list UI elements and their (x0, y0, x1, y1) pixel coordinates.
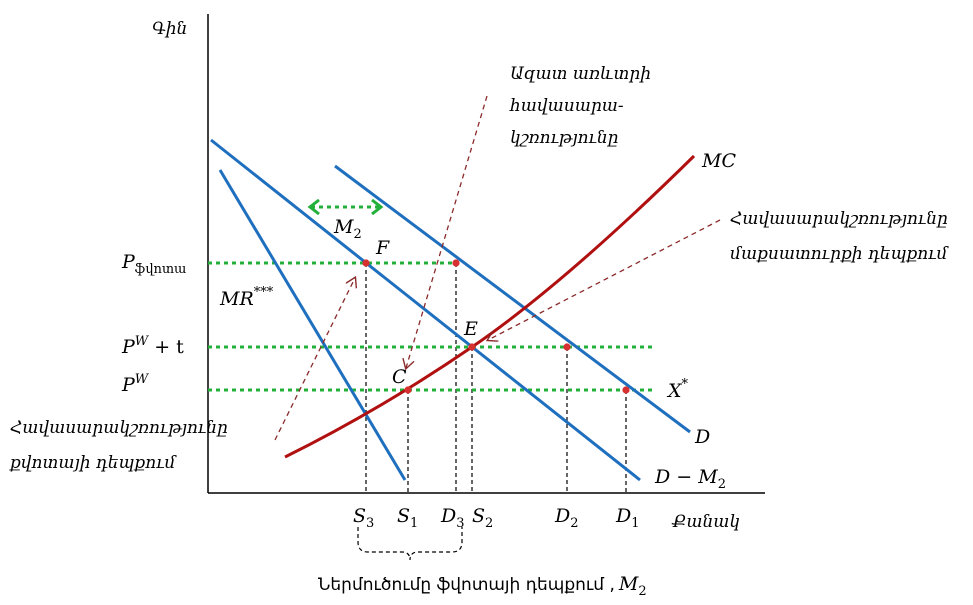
price-guides (208, 261, 652, 392)
quantity-label-s2: S2 (472, 505, 493, 531)
svg-text:մաքսատուրքի դեպքում: մաքսատուրքի դեպքում (730, 244, 950, 264)
m2-label: M2 (333, 216, 362, 242)
demand-curve-d (334, 164, 691, 434)
svg-text:Հավասարակշռությունը: Հավասարակշռությունը (10, 418, 228, 438)
y-axis-label: Գին (152, 19, 187, 39)
point-d1 (622, 386, 630, 394)
d-minus-m2-label: D − M2 (654, 466, 726, 492)
x-axis-label: Քանակ (671, 512, 740, 532)
mc-curve (284, 154, 696, 459)
quantity-label-d3: D3 (440, 505, 465, 531)
point-d2 (563, 343, 571, 351)
svg-text:հավասարա-: հավասարա- (509, 96, 624, 116)
mr-label: MR*** (219, 285, 274, 310)
marginal-revenue-curve (218, 169, 407, 481)
x-star-label: X* (666, 377, 689, 402)
equilibrium-points (362, 259, 630, 394)
quantity-label-d1: D1 (615, 505, 640, 531)
free-trade-annotation: Ազատ առևտրի հավասարա- կշռությունը (509, 64, 651, 148)
imports-brace (357, 527, 463, 561)
svg-text:Հավասարակշռությունը: Հավասարակշռությունը (730, 209, 948, 229)
quantity-label-s1: S1 (397, 505, 418, 531)
free-trade-arrow (406, 95, 488, 368)
tariff-arrow (488, 219, 721, 340)
demand-curves (210, 138, 691, 482)
quantity-label-s3: S3 (353, 505, 374, 531)
quantity-label-d2: D2 (554, 505, 579, 531)
svg-text:կշռությունը: կշռությունը (510, 128, 619, 148)
tariff-price-label: PW + t (121, 334, 184, 358)
quantity-dropdown-lines (365, 263, 627, 493)
point-d3-quota (452, 259, 460, 267)
point-e (468, 343, 476, 351)
imports-note: Ներմուծումը ֆվոտայի դեպքում , M2 (318, 573, 647, 599)
residual-demand-curve (210, 138, 641, 482)
mc-label: MC (701, 150, 736, 172)
annotation-arrows (274, 95, 721, 441)
quota-arrow (274, 278, 355, 441)
point-f-label: F (375, 237, 390, 259)
point-c (404, 386, 412, 394)
svg-text:Ազատ առևտրի: Ազատ առևտրի (510, 64, 651, 84)
quota-annotation: Հավասարակշռությունը քվոտայի դեպքում (9, 418, 228, 473)
tariff-annotation: Հավասարակշռությունը մաքսատուրքի դեպքում (730, 209, 950, 264)
d-label: D (694, 426, 710, 448)
point-e-label: E (463, 318, 478, 340)
point-c-label: C (392, 366, 407, 388)
svg-text:քվոտայի դեպքում: քվոտայի դեպքում (9, 453, 177, 473)
quota-price-label: Pֆվոտա (121, 251, 186, 277)
world-price-label: PW (121, 372, 150, 396)
point-f (362, 259, 370, 267)
